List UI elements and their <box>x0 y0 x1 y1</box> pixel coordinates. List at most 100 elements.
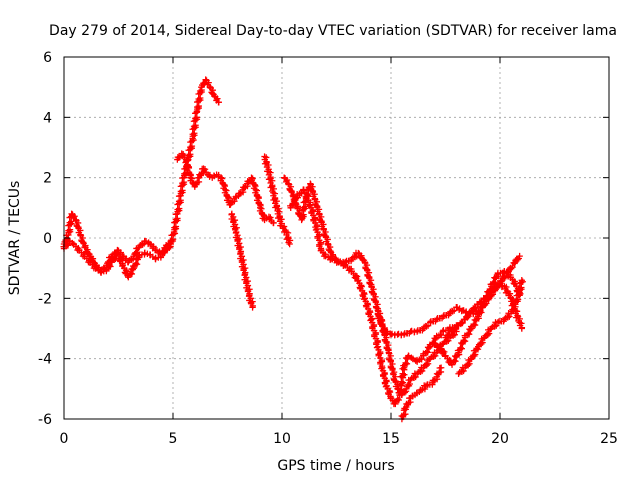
data-sample <box>483 293 490 300</box>
x-tick-label: 15 <box>382 431 400 447</box>
data-point <box>202 76 209 83</box>
data-point <box>379 364 386 371</box>
data-sample <box>421 385 429 393</box>
tick-labels: 0 5 10 15 20 25 -6 -4 -2 0 2 4 6 <box>38 50 618 447</box>
data-sample <box>423 348 431 355</box>
y-tick-label: 6 <box>43 50 52 66</box>
data-sample <box>458 319 465 326</box>
data-point <box>374 343 382 350</box>
data-point <box>215 99 222 106</box>
data-sample <box>511 260 518 267</box>
series-track-2 <box>60 237 175 281</box>
data-sample <box>457 344 464 351</box>
data-sample <box>507 265 515 272</box>
data-point <box>516 252 523 260</box>
data-point <box>512 280 519 287</box>
data-sample <box>63 241 71 248</box>
data-sample <box>424 322 432 329</box>
data-sample <box>485 330 493 337</box>
data-sample <box>451 357 458 364</box>
data-sample <box>506 313 513 320</box>
data-sample <box>465 312 472 320</box>
x-axis-label: GPS time / hours <box>277 458 394 474</box>
y-tick-label: -6 <box>38 412 52 428</box>
data-sample <box>479 339 486 346</box>
data-sample <box>399 365 406 372</box>
data-sample <box>64 242 72 249</box>
x-tick-label: 10 <box>273 431 291 447</box>
y-tick-label: 0 <box>43 231 52 247</box>
data-sample <box>445 331 452 338</box>
grid <box>64 57 609 419</box>
data-sample <box>458 345 465 352</box>
data-sample <box>471 351 479 358</box>
data-point <box>286 240 293 248</box>
data-sample <box>464 312 471 319</box>
data-sample <box>452 325 459 332</box>
data-sample <box>460 367 467 375</box>
x-tick-label: 25 <box>600 431 618 447</box>
data-point <box>383 382 390 390</box>
data-sample <box>106 262 113 270</box>
data-sample <box>477 308 484 315</box>
data-sample <box>412 373 419 381</box>
data-sample <box>471 304 479 311</box>
data-point <box>270 219 277 227</box>
data-sample <box>424 360 432 367</box>
data-sample <box>490 278 497 286</box>
y-tick-label: -4 <box>38 352 52 368</box>
data-sample <box>432 335 439 343</box>
data-sample <box>418 367 426 375</box>
data-sample <box>406 380 413 388</box>
data-sample <box>493 322 500 329</box>
data-point <box>368 316 375 323</box>
data-sample <box>509 264 516 271</box>
x-tick-label: 0 <box>60 431 69 447</box>
data-point <box>516 292 523 299</box>
data-sample <box>107 263 114 270</box>
data-sample <box>425 344 433 352</box>
series-track-4 <box>228 210 256 311</box>
data-sample <box>289 200 297 207</box>
data-points <box>60 76 526 423</box>
data-point <box>307 201 314 209</box>
y-tick-label: 2 <box>43 171 52 187</box>
axis-ticks <box>63 56 610 420</box>
data-sample <box>394 395 401 403</box>
data-point <box>518 277 525 284</box>
series-track-5 <box>261 153 294 248</box>
x-tick-label: 5 <box>169 431 178 447</box>
data-point <box>313 225 321 233</box>
data-sample <box>432 352 439 360</box>
series-track-12 <box>429 267 523 368</box>
chart-title: Day 279 of 2014, Sidereal Day-to-day VTE… <box>49 23 617 39</box>
data-sample <box>437 331 444 338</box>
data-point <box>167 237 175 245</box>
data-sample <box>478 309 485 316</box>
data-sample <box>465 330 472 337</box>
data-point <box>249 304 256 311</box>
data-sample <box>160 248 167 256</box>
data-sample <box>511 305 518 312</box>
data-point <box>355 277 362 284</box>
data-sample <box>484 294 492 301</box>
data-sample <box>467 326 474 334</box>
data-point <box>494 319 502 326</box>
data-sample <box>127 270 135 277</box>
data-point <box>518 325 525 332</box>
data-sample <box>395 396 402 404</box>
data-sample <box>111 254 118 262</box>
y-tick-label: 4 <box>43 110 52 126</box>
data-sample <box>451 307 458 314</box>
y-axis-label: SDTVAR / TECUs <box>7 181 23 296</box>
series-track-3 <box>174 150 277 227</box>
data-sample <box>501 274 508 281</box>
y-tick-label: -2 <box>38 291 52 307</box>
data-sample <box>133 261 141 268</box>
data-sample <box>466 360 473 367</box>
data-sample <box>470 321 478 328</box>
data-sample <box>417 355 425 363</box>
data-point <box>437 364 445 371</box>
x-tick-label: 20 <box>491 431 509 447</box>
